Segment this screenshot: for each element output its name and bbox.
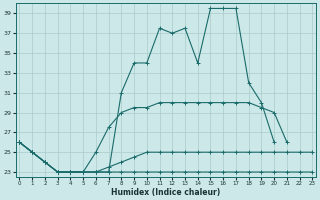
X-axis label: Humidex (Indice chaleur): Humidex (Indice chaleur) [111, 188, 220, 197]
